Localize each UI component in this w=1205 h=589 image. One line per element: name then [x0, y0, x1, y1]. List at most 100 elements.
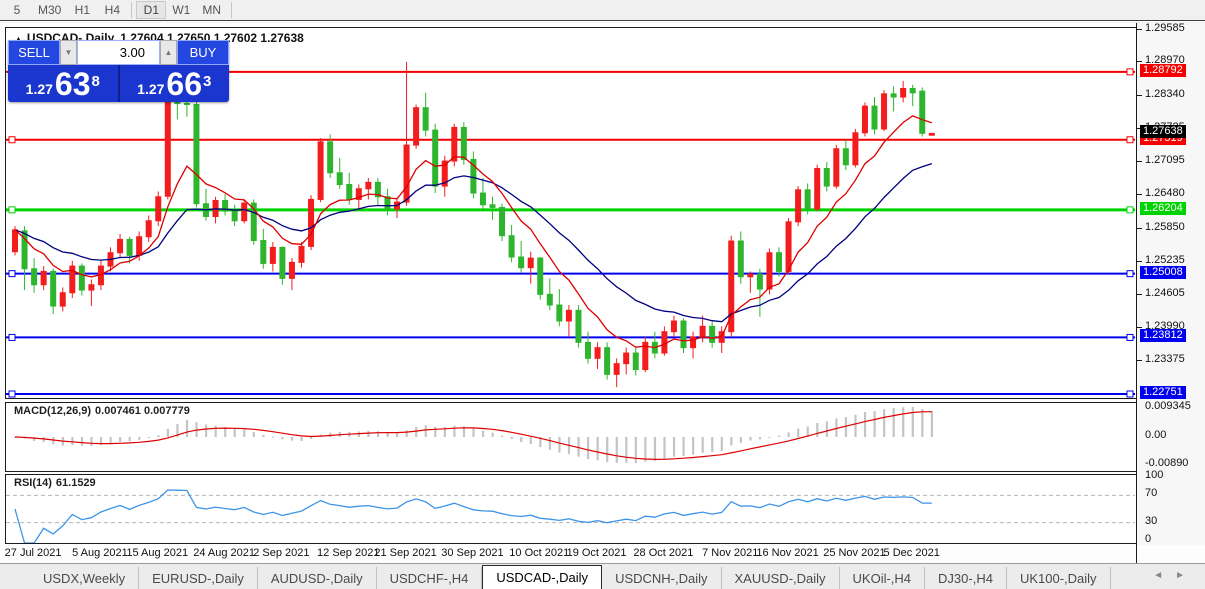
price-axis[interactable]: 1.295851.289701.283401.277251.270951.264… [1137, 21, 1205, 545]
tab-usdchf-h4[interactable]: USDCHF-,H4 [376, 567, 483, 589]
candle [403, 61, 410, 206]
current-price-label: 1.27638 [1140, 125, 1186, 139]
tab-ukoil-h4[interactable]: UKOil-,H4 [839, 567, 926, 589]
candle [241, 199, 248, 224]
macd-histogram-bar [653, 437, 657, 461]
candle [861, 102, 868, 137]
tab-dj30-h4[interactable]: DJ30-,H4 [925, 567, 1007, 589]
macd-histogram-bar [577, 437, 580, 457]
candle [661, 326, 668, 356]
candle [842, 139, 849, 171]
tab-uk100-daily[interactable]: UK100-,Daily [1006, 567, 1111, 589]
macd-histogram-bar [768, 436, 771, 438]
sell-button[interactable]: SELL [8, 40, 60, 65]
buy-button[interactable]: BUY [177, 40, 229, 65]
window-frame-line [0, 20, 1205, 22]
macd-histogram-bar [491, 432, 494, 437]
tab-scroll-right-icon: ► [1175, 570, 1197, 581]
date-label: 25 Nov 2021 [823, 547, 886, 559]
macd-values: 0.007461 0.007779 [95, 405, 190, 417]
date-label: 27 Jul 2021 [4, 547, 62, 559]
candle [546, 278, 553, 311]
volume-increase-button[interactable]: ▲ [160, 40, 177, 65]
macd-histogram-bar [290, 437, 294, 441]
macd-histogram-bar [730, 437, 733, 446]
candle [909, 84, 916, 107]
macd-histogram-bar [596, 437, 599, 461]
macd-axis-tick: 0.009345 [1145, 399, 1191, 412]
candle [183, 99, 190, 117]
macd-histogram-bar [930, 411, 933, 437]
rsi-axis-tick: 100 [1145, 469, 1164, 481]
candle [632, 347, 639, 376]
date-label: 24 Aug 2021 [193, 547, 255, 559]
candle [776, 247, 782, 277]
rsi-pane[interactable] [5, 474, 1136, 544]
candle [164, 98, 171, 200]
date-label: 19 Oct 2021 [566, 547, 627, 559]
candle [145, 215, 152, 243]
macd-histogram-bar [52, 437, 55, 445]
candle [413, 104, 420, 149]
macd-histogram-bar [520, 437, 523, 443]
macd-histogram-bar [787, 432, 790, 437]
price-tick: 1.29585 [1145, 21, 1185, 34]
timeframe-button-d1[interactable]: D1 [136, 1, 167, 19]
macd-signal-line [14, 411, 932, 461]
line-price-label: 1.23812 [1140, 329, 1186, 343]
candle [604, 342, 611, 380]
macd-histogram-bar [396, 432, 399, 437]
date-label: 16 Nov 2021 [756, 547, 819, 559]
timeframe-button-w1[interactable]: W1 [172, 3, 191, 17]
macd-histogram-bar [128, 437, 131, 442]
macd-histogram-bar [367, 430, 370, 437]
tab-scroll-left-icon: ◄ [1153, 570, 1176, 581]
candle [432, 123, 439, 194]
date-axis[interactable]: 27 Jul 2021 5 Aug 2021 15 Aug 2021 24 Aug 2… [5, 546, 1136, 563]
timeframe-button-h1[interactable]: H1 [74, 3, 91, 17]
timeframe-button-m30[interactable]: M30 [38, 3, 62, 17]
timeframe-button-mn[interactable]: MN [202, 3, 222, 17]
macd-histogram-bar [539, 437, 542, 448]
price-tick-dash [1137, 61, 1142, 63]
volume-decrease-button[interactable]: ▼ [60, 40, 77, 65]
macd-histogram-bar [825, 421, 828, 437]
date-label: 5 Aug 2021 [72, 547, 128, 559]
tab-eurusd-daily[interactable]: EURUSD-,Daily [139, 567, 258, 589]
line-price-label: 1.26204 [1140, 201, 1186, 215]
candle [823, 162, 830, 192]
tab-usdcad-daily[interactable]: USDCAD-,Daily [482, 565, 603, 589]
date-label: 15 Aug 2021 [126, 547, 189, 559]
tab-usdx-weekly[interactable]: USDX,Weekly [30, 567, 140, 589]
sell-price[interactable]: 1.27 63 8 [8, 65, 120, 102]
tab-usdcnh-daily[interactable]: USDCNH-,Daily [602, 567, 722, 589]
macd-histogram-bar [300, 437, 303, 441]
macd-histogram-bar [854, 414, 857, 437]
candle [928, 132, 935, 136]
candle [642, 337, 649, 373]
date-label: 2 Sep 2021 [253, 547, 310, 559]
timeframe-button-5[interactable]: 5 [13, 3, 21, 17]
tab-scroll-arrows[interactable]: ◄► [1153, 570, 1197, 581]
candle [126, 236, 133, 264]
candle [814, 164, 821, 212]
date-label: 7 Nov 2021 [702, 547, 759, 559]
tab-xauusd-daily[interactable]: XAUUSD-,Daily [721, 567, 840, 589]
macd-axis-tick: 0.00 [1145, 429, 1167, 441]
macd-pane[interactable] [5, 402, 1136, 472]
line-handle [1126, 390, 1134, 398]
macd-histogram-bar [720, 437, 723, 451]
line-handle [8, 390, 16, 398]
price-tick-dash [1137, 161, 1142, 163]
chart-expand-icon[interactable]: ▲ [14, 34, 23, 44]
candle [690, 331, 697, 359]
tab-audusd-daily[interactable]: AUDUSD-,Daily [257, 567, 377, 589]
date-label: 5 Dec 2021 [883, 547, 940, 559]
buy-price[interactable]: 1.27 66 3 [137, 66, 212, 102]
rsi-axis-tick: 30 [1145, 514, 1158, 527]
chart-tab-bar: USDX,Weekly EURUSD-,Daily AUDUSD-,Daily USD… [0, 563, 1205, 589]
volume-input[interactable]: 3.00 [77, 40, 160, 65]
candle [537, 257, 544, 300]
price-tick-dash [1137, 28, 1142, 30]
timeframe-button-h4[interactable]: H4 [104, 3, 121, 17]
